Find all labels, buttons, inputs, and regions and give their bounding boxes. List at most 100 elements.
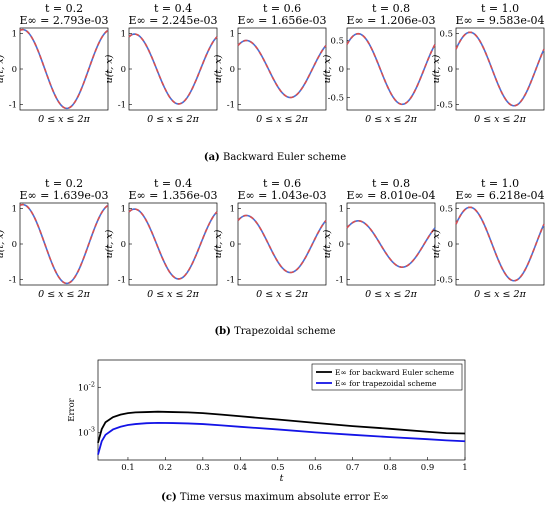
- x-axis-label: 0 ≤ x ≤ 2π: [147, 289, 199, 300]
- y-tick-label: 0.5: [439, 30, 453, 40]
- y-tick-label: -0.5: [328, 93, 344, 103]
- legend-box: [311, 363, 463, 391]
- y-axis-label: u(t, x): [431, 54, 442, 83]
- panel-title: t = 0.4: [154, 2, 192, 15]
- error-line-2: [97, 421, 466, 455]
- exact-solution-line: [346, 220, 436, 268]
- y-axis-label: Error: [67, 397, 77, 421]
- panel-error-label: E∞ = 1.206e-03: [346, 14, 435, 27]
- axes-box: [97, 359, 466, 461]
- y-tick-base: 10: [78, 383, 89, 393]
- panel-title: t = 1.0: [481, 177, 519, 190]
- exact-solution-line: [237, 39, 327, 99]
- panel-axes-box: [455, 27, 545, 111]
- y-tick-label: 1: [230, 204, 235, 214]
- panel-title: t = 0.8: [372, 177, 410, 190]
- y-tick-label: 1: [12, 29, 17, 39]
- numerical-solution-line: [455, 31, 545, 107]
- x-tick-label: 0.6: [308, 463, 322, 473]
- y-tick-label: 0: [339, 65, 344, 75]
- y-tick-label: 1: [339, 204, 344, 214]
- x-tick-label: 0.4: [234, 463, 248, 473]
- y-tick-label: -1: [227, 276, 235, 286]
- y-tick-label: 0: [339, 240, 344, 250]
- panel-error-label: E∞ = 6.218e-04: [455, 189, 544, 202]
- y-tick-label: 10-3: [78, 426, 95, 439]
- y-tick-label: 0: [12, 65, 17, 75]
- x-axis-label: 0 ≤ x ≤ 2π: [38, 289, 90, 300]
- numerical-solution-line: [128, 208, 218, 280]
- exact-solution-line: [19, 28, 109, 110]
- numerical-solution-line: [19, 28, 109, 110]
- x-axis-label: 0 ≤ x ≤ 2π: [147, 114, 199, 125]
- exact-solution-line: [19, 203, 109, 285]
- y-tick-label: -1: [9, 101, 17, 111]
- panel-1: t = 0.2E∞ = 2.793e-031 0 -1 u(t, x) 0 ≤ x ≤ …: [0, 2, 109, 125]
- panel-title: t = 1.0: [481, 2, 519, 15]
- panel-4: t = 0.8E∞ = 8.010e-041 0 -1 u(t, x) 0 ≤ x ≤ …: [322, 177, 436, 300]
- x-axis-label: 0 ≤ x ≤ 2π: [256, 114, 308, 125]
- y-tick-label: 1: [121, 204, 126, 214]
- x-tick-label: 0.7: [346, 463, 360, 473]
- y-tick-label: -0.5: [437, 275, 453, 285]
- y-tick-label: -1: [9, 276, 17, 286]
- y-axis-label: u(t, x): [431, 229, 442, 258]
- numerical-solution-line: [19, 203, 109, 285]
- error-plot: 0.1 0.2 0.3 0.4 0.5 0.6 0.7 0.8 0.9 110-310-2Erro…: [67, 359, 468, 484]
- panel-axes-box: [455, 202, 545, 286]
- y-tick-exponent: -3: [89, 426, 95, 434]
- y-axis-label: u(t, x): [0, 54, 6, 83]
- x-axis-label: 0 ≤ x ≤ 2π: [256, 289, 308, 300]
- panel-axes-box: [346, 27, 436, 111]
- panel-2: t = 0.4E∞ = 2.245e-031 0 -1 u(t, x) 0 ≤ x ≤ …: [104, 2, 218, 125]
- exact-solution-line: [346, 32, 436, 106]
- panel-title: t = 0.6: [263, 177, 301, 190]
- panel-error-label: E∞ = 1.656e-03: [237, 14, 326, 27]
- y-tick-label: 0.5: [330, 37, 344, 47]
- x-tick-label: 0.5: [271, 463, 285, 473]
- y-tick-label: 0: [12, 240, 17, 250]
- panel-error-label: E∞ = 1.639e-03: [19, 189, 108, 202]
- y-axis-label: u(t, x): [322, 54, 333, 83]
- x-tick-label: 0.3: [196, 463, 210, 473]
- y-axis-label: u(t, x): [0, 229, 6, 258]
- panel-5: t = 1.0E∞ = 6.218e-040.5 0 -0.5 u(t, x) 0 ≤ …: [431, 177, 545, 300]
- panel-axes-box: [346, 202, 436, 286]
- numerical-solution-line: [455, 206, 545, 282]
- panel-3: t = 0.6E∞ = 1.043e-031 0 -1 u(t, x) 0 ≤ x ≤ …: [213, 177, 327, 300]
- y-tick-label: 1: [121, 29, 126, 39]
- y-axis-label: u(t, x): [104, 229, 115, 258]
- y-tick-label: -1: [118, 276, 126, 286]
- panel-title: t = 0.4: [154, 177, 192, 190]
- panel-4: t = 0.8E∞ = 1.206e-030.5 0 -0.5 u(t, x) 0 ≤ …: [322, 2, 436, 125]
- exact-solution-line: [455, 206, 545, 282]
- x-axis-label: 0 ≤ x ≤ 2π: [474, 114, 526, 125]
- panel-title: t = 0.6: [263, 2, 301, 15]
- panel-error-label: E∞ = 1.043e-03: [237, 189, 326, 202]
- legend-label: E∞ for backward Euler scheme: [335, 368, 455, 377]
- numerical-solution-line: [128, 33, 218, 105]
- y-tick-label: 1: [12, 204, 17, 214]
- panel-error-label: E∞ = 8.010e-04: [346, 189, 435, 202]
- exact-solution-line: [128, 208, 218, 280]
- caption-a: (a) Backward Euler scheme: [204, 152, 346, 163]
- x-tick-label: 1: [462, 463, 467, 473]
- x-axis-label: t: [280, 473, 284, 484]
- y-tick-label: 0: [121, 240, 126, 250]
- x-tick-label: 0.2: [159, 463, 173, 473]
- panel-2: t = 0.4E∞ = 1.356e-031 0 -1 u(t, x) 0 ≤ x ≤ …: [104, 177, 218, 300]
- x-axis-label: 0 ≤ x ≤ 2π: [474, 289, 526, 300]
- y-tick-label: 0: [230, 65, 235, 75]
- y-tick-label: 0: [121, 65, 126, 75]
- panel-title: t = 0.2: [45, 2, 83, 15]
- y-tick-label: -1: [227, 101, 235, 111]
- caption-b: (b) Trapezoidal scheme: [214, 326, 335, 337]
- y-tick-label: 10-2: [78, 380, 95, 393]
- y-tick-label: 0.5: [439, 205, 453, 215]
- panel-title: t = 0.8: [372, 2, 410, 15]
- error-line-1: [97, 410, 466, 444]
- panel-3: t = 0.6E∞ = 1.656e-031 0 -1 u(t, x) 0 ≤ x ≤ …: [213, 2, 327, 125]
- exact-solution-line: [455, 31, 545, 107]
